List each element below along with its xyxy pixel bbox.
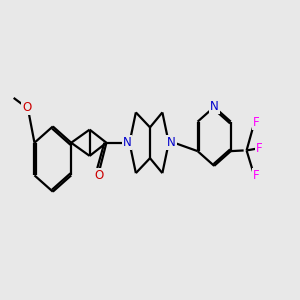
Text: F: F: [256, 142, 263, 155]
Text: O: O: [22, 101, 32, 114]
Text: O: O: [95, 169, 104, 182]
Text: N: N: [167, 136, 176, 149]
Text: N: N: [123, 136, 131, 149]
Text: N: N: [210, 100, 219, 113]
Text: F: F: [253, 116, 259, 129]
Text: F: F: [253, 169, 259, 182]
